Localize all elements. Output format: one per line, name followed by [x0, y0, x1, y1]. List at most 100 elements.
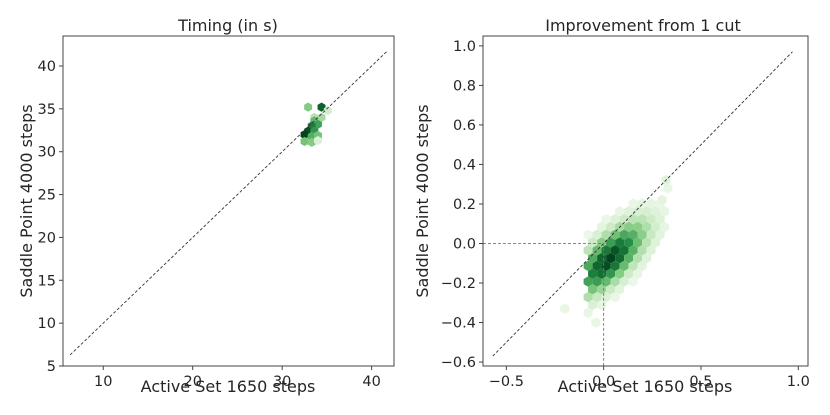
hexbin-cell — [300, 136, 309, 147]
y-tick-label: 30 — [38, 145, 56, 161]
improvement-hexbins — [560, 175, 673, 328]
x-tick-label: 0.0 — [592, 374, 615, 390]
hexbin-cell — [588, 299, 598, 311]
y-tick-label: 0.0 — [453, 236, 476, 252]
hexbin-cell — [628, 276, 638, 287]
timing-identity-line — [69, 51, 388, 356]
timing-y-ticks: 5 10 15 20 25 30 35 40 — [38, 59, 63, 375]
hexbin-cell — [597, 268, 607, 279]
hexbin-cell — [583, 307, 593, 318]
hexbin-cell — [606, 237, 616, 248]
hexbin-cell — [606, 221, 616, 233]
y-tick-label: 1.0 — [453, 39, 476, 55]
improvement-identity-line — [492, 51, 793, 357]
hexbin-cell — [637, 213, 647, 225]
hexbin-cell — [642, 252, 652, 264]
hexbin-cell — [637, 260, 647, 272]
y-tick-label: 15 — [38, 273, 56, 289]
x-tick-label: 1.0 — [787, 374, 810, 390]
y-tick-label: 20 — [38, 230, 56, 246]
y-tick-label: 35 — [38, 102, 56, 118]
hexbin-cell — [592, 276, 602, 287]
hexbin-cell — [660, 206, 670, 217]
hexbin-cell — [663, 182, 673, 194]
hexbin-cell — [583, 276, 593, 287]
hexbin-cell — [637, 229, 647, 240]
y-tick-label: 25 — [38, 188, 56, 204]
improvement-y-ticks: −0.6 −0.4 −0.2 0.0 0.2 0.4 0.6 0.8 1.0 — [441, 39, 483, 371]
x-tick-label: −0.5 — [489, 374, 524, 390]
hexbin-cell — [583, 229, 593, 240]
y-tick-label: 0.4 — [453, 157, 476, 173]
hexbin-cell — [646, 245, 656, 256]
hexbin-cell — [592, 291, 602, 303]
hexbin-cell — [619, 276, 629, 287]
hexbin-cell — [583, 245, 593, 256]
hexbin-cell — [323, 105, 332, 116]
hexbin-cell — [615, 252, 625, 264]
y-tick-label: 10 — [38, 316, 56, 332]
hexbin-cell — [601, 229, 611, 240]
timing-plot-frame — [62, 35, 395, 367]
hexbin-cell — [592, 229, 602, 240]
hexbin-cell — [597, 221, 607, 233]
hexbin-cell — [610, 276, 620, 287]
hexbin-cell — [588, 268, 598, 279]
hexbin-cell — [610, 245, 620, 256]
x-tick-label: 0.5 — [689, 374, 712, 390]
timing-x-ticks: 10 20 30 40 — [94, 366, 381, 390]
hexbin-cell — [304, 102, 313, 112]
x-tick-label: 30 — [273, 374, 291, 390]
hexbin-cell — [637, 245, 647, 256]
hexbin-cell — [642, 206, 652, 217]
x-tick-label: 40 — [362, 374, 380, 390]
improvement-plot-frame — [482, 35, 809, 367]
hexbin-cell — [655, 229, 665, 240]
hexbin-cell — [657, 194, 667, 206]
hexbin-cell — [313, 119, 322, 129]
hexbin-cell — [606, 252, 616, 264]
hexbin-cell — [601, 213, 611, 225]
hexbin-cell — [619, 260, 629, 272]
improvement-chart-title: Improvement from 1 cut — [545, 16, 741, 35]
hexbin-cell — [619, 245, 629, 256]
hexbin-cell — [307, 137, 316, 147]
hexbin-cell — [633, 252, 643, 264]
hexbin-cell — [642, 237, 652, 248]
improvement-y-label: Saddle Point 4000 steps — [413, 104, 432, 297]
hexbin-cell — [588, 284, 598, 295]
hexbin-cell — [624, 252, 634, 264]
hexbin-cell — [646, 213, 656, 225]
hexbin-cell — [610, 260, 620, 272]
hexbin-cell — [624, 237, 634, 248]
hexbin-cell — [615, 284, 625, 295]
hexbin-cell — [606, 268, 616, 279]
y-tick-label: 0.6 — [453, 118, 476, 134]
hexbin-cell — [597, 299, 607, 311]
hexbin-cell — [633, 268, 643, 279]
hexbin-cell — [619, 229, 629, 240]
hexbin-cell — [633, 221, 643, 233]
hexbin-cell — [615, 237, 625, 248]
hexbin-cell — [633, 206, 643, 217]
hexbin-cell — [560, 303, 570, 314]
hexbin-cell — [583, 291, 593, 303]
hexbin-cell — [628, 229, 638, 240]
hexbin-cell — [313, 135, 322, 146]
hexbin-cell — [307, 131, 316, 141]
hexbin-cell — [642, 221, 652, 233]
hexbin-cell — [624, 221, 634, 233]
hexbin-cell — [628, 260, 638, 272]
hexbin-cell — [317, 102, 326, 112]
hexbin-cell — [588, 237, 598, 248]
timing-chart-title: Timing (in s) — [177, 16, 278, 35]
hexbin-cell — [619, 213, 629, 225]
hexbin-cell — [624, 268, 634, 279]
y-tick-label: 0.8 — [453, 78, 476, 94]
hexbin-cell — [591, 317, 601, 328]
hexbin-cell — [651, 206, 661, 217]
x-tick-label: 20 — [183, 374, 201, 390]
y-tick-label: 40 — [38, 59, 56, 75]
y-tick-label: −0.4 — [441, 316, 476, 332]
improvement-chart: Improvement from 1 cut −0.5 0.0 0.5 1.0 −0.… — [413, 16, 810, 396]
